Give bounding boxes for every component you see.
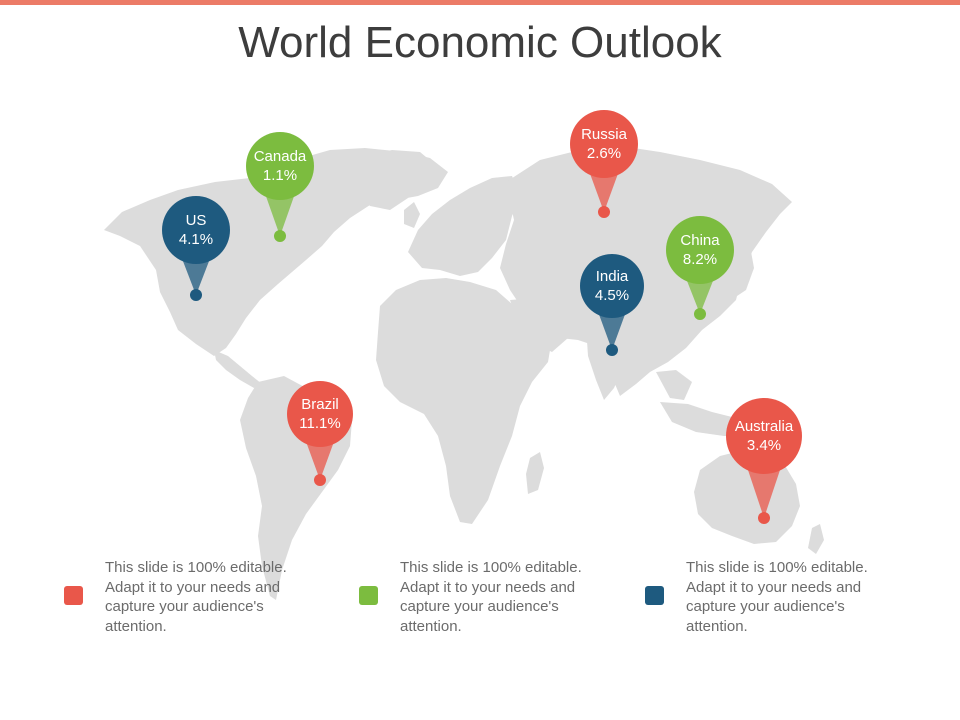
pin-growth-value: 8.2% [682, 251, 718, 268]
page-title: World Economic Outlook [238, 18, 722, 67]
pin-marker-icon [726, 398, 802, 524]
africa-landmass [376, 278, 552, 524]
top-accent-bar [0, 0, 960, 5]
map-pin-canada: Canada 1.1% [246, 132, 314, 244]
asia-landmass [500, 146, 792, 396]
pin-label: Brazil 11.1% [287, 395, 353, 433]
pin-marker-icon [287, 381, 353, 486]
pin-growth-value: 11.1% [299, 415, 341, 432]
map-pin-brazil: Brazil 11.1% [287, 381, 353, 488]
pin-label: India 4.5% [580, 267, 644, 305]
map-pin-russia: Russia 2.6% [570, 110, 638, 220]
pin-growth-value: 4.1% [178, 231, 214, 248]
pin-label: China 8.2% [666, 231, 734, 269]
central-america-landmass [214, 350, 262, 388]
pin-marker-icon [162, 196, 230, 301]
map-pin-australia: Australia 3.4% [726, 398, 802, 526]
uk-landmass [404, 202, 420, 228]
japan-landmass [732, 246, 754, 298]
pin-label: Canada 1.1% [246, 147, 314, 185]
pin-label: Russia 2.6% [570, 125, 638, 163]
pin-marker-icon [666, 216, 734, 320]
southeast-asia-landmass [656, 370, 692, 400]
pin-country-name: Brazil [301, 396, 339, 413]
pin-growth-value: 2.6% [586, 145, 622, 162]
legend-text: This slide is 100% editable. Adapt it to… [105, 559, 287, 635]
pin-country-name: Australia [734, 418, 794, 435]
map-pin-china: China 8.2% [666, 216, 734, 322]
pin-marker-icon [580, 254, 644, 356]
legend-text: This slide is 100% editable. Adapt it to… [400, 559, 582, 635]
pin-growth-value: 4.5% [594, 287, 630, 304]
pin-marker-icon [570, 110, 638, 218]
pin-country-name: US [185, 212, 207, 229]
india-landmass [586, 322, 628, 400]
pin-country-name: China [680, 232, 720, 249]
legend-text: This slide is 100% editable. Adapt it to… [686, 559, 868, 635]
pin-country-name: India [595, 268, 629, 285]
map-pin-india: India 4.5% [580, 254, 644, 358]
europe-landmass [408, 176, 520, 276]
legend-swatch [645, 586, 664, 605]
new-zealand-landmass [808, 524, 824, 554]
pin-label: US 4.1% [162, 211, 230, 249]
pin-growth-value: 1.1% [262, 167, 298, 184]
legend-swatch [64, 586, 83, 605]
pin-label: Australia 3.4% [726, 417, 802, 455]
pin-marker-icon [246, 132, 314, 242]
greenland-landmass [350, 150, 432, 210]
arabia-landmass [510, 298, 568, 352]
madagascar-landmass [526, 452, 544, 494]
pin-growth-value: 3.4% [746, 437, 782, 454]
pin-country-name: Canada [253, 148, 307, 165]
legend-swatch [359, 586, 378, 605]
pin-country-name: Russia [581, 126, 627, 143]
map-pin-us: US 4.1% [162, 196, 230, 303]
